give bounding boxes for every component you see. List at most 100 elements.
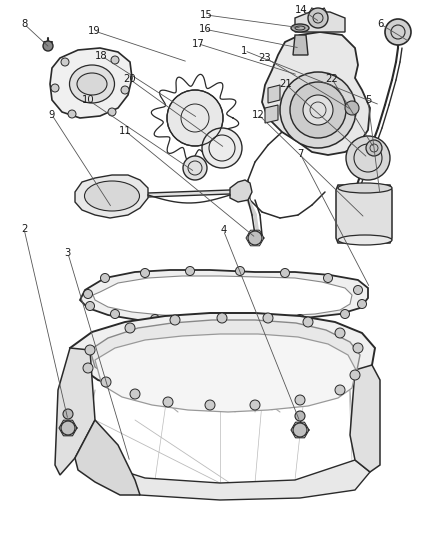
Circle shape	[130, 389, 140, 399]
Circle shape	[110, 310, 120, 319]
Circle shape	[151, 314, 159, 324]
Circle shape	[346, 136, 390, 180]
Polygon shape	[80, 270, 368, 322]
Circle shape	[195, 317, 205, 326]
Text: 5: 5	[365, 95, 371, 105]
Circle shape	[340, 310, 350, 319]
Polygon shape	[95, 334, 356, 412]
Circle shape	[141, 269, 149, 278]
Circle shape	[61, 421, 75, 435]
Circle shape	[63, 409, 73, 419]
Text: 17: 17	[191, 39, 205, 49]
Circle shape	[183, 156, 207, 180]
Ellipse shape	[338, 235, 392, 245]
Polygon shape	[75, 420, 140, 495]
Circle shape	[108, 108, 116, 116]
Polygon shape	[55, 348, 95, 475]
Circle shape	[357, 300, 367, 309]
Circle shape	[296, 314, 304, 324]
Text: 2: 2	[21, 224, 27, 234]
Circle shape	[85, 345, 95, 355]
Circle shape	[345, 101, 359, 115]
Circle shape	[303, 317, 313, 327]
Circle shape	[248, 231, 262, 245]
Text: 7: 7	[297, 149, 303, 158]
Ellipse shape	[70, 65, 114, 103]
Circle shape	[353, 286, 363, 295]
Circle shape	[84, 289, 92, 298]
Circle shape	[61, 58, 69, 66]
Circle shape	[308, 8, 328, 28]
Circle shape	[353, 343, 363, 353]
Polygon shape	[268, 85, 280, 103]
Circle shape	[295, 411, 305, 421]
Polygon shape	[70, 313, 375, 398]
Polygon shape	[90, 320, 360, 395]
Text: 23: 23	[259, 53, 271, 62]
Circle shape	[163, 397, 173, 407]
Circle shape	[101, 377, 111, 387]
Text: 10: 10	[82, 95, 95, 105]
Text: 9: 9	[49, 110, 55, 119]
Polygon shape	[75, 458, 370, 500]
Circle shape	[51, 84, 59, 92]
Circle shape	[295, 395, 305, 405]
Circle shape	[205, 400, 215, 410]
Circle shape	[303, 95, 333, 125]
Polygon shape	[262, 32, 370, 155]
Circle shape	[83, 363, 93, 373]
Circle shape	[385, 19, 411, 45]
Text: 11: 11	[118, 126, 131, 135]
Circle shape	[366, 140, 382, 156]
Circle shape	[246, 317, 254, 326]
Circle shape	[170, 315, 180, 325]
Ellipse shape	[77, 73, 107, 95]
Text: 22: 22	[325, 74, 339, 84]
Circle shape	[217, 313, 227, 323]
Circle shape	[202, 128, 242, 168]
Polygon shape	[336, 185, 392, 243]
Polygon shape	[295, 12, 345, 32]
Polygon shape	[230, 180, 252, 202]
Text: 19: 19	[88, 26, 101, 36]
Circle shape	[121, 86, 129, 94]
Circle shape	[111, 56, 119, 64]
Polygon shape	[93, 276, 352, 317]
Text: 1: 1	[241, 46, 247, 55]
Circle shape	[280, 72, 356, 148]
Circle shape	[335, 385, 345, 395]
Circle shape	[68, 110, 76, 118]
Circle shape	[350, 370, 360, 380]
Circle shape	[293, 423, 307, 437]
Text: 21: 21	[279, 79, 292, 89]
Circle shape	[335, 328, 345, 338]
Text: 20: 20	[123, 74, 135, 84]
Text: 6: 6	[377, 19, 383, 29]
Circle shape	[43, 41, 53, 51]
Text: 8: 8	[21, 19, 27, 29]
Ellipse shape	[291, 24, 309, 32]
Circle shape	[167, 90, 223, 146]
Circle shape	[100, 273, 110, 282]
Text: 12: 12	[252, 110, 265, 119]
Circle shape	[324, 273, 332, 282]
Text: 15: 15	[199, 10, 212, 20]
Text: 14: 14	[295, 5, 307, 14]
Text: 4: 4	[220, 225, 226, 235]
Polygon shape	[75, 175, 148, 218]
Text: 16: 16	[198, 25, 212, 34]
Ellipse shape	[338, 183, 392, 193]
Circle shape	[290, 82, 346, 138]
Circle shape	[250, 400, 260, 410]
Polygon shape	[265, 105, 278, 123]
Polygon shape	[350, 365, 380, 472]
Circle shape	[85, 302, 95, 311]
Ellipse shape	[85, 181, 139, 211]
Text: 3: 3	[65, 248, 71, 258]
Circle shape	[125, 323, 135, 333]
Circle shape	[280, 269, 290, 278]
Text: 18: 18	[95, 51, 108, 61]
Circle shape	[186, 266, 194, 276]
Polygon shape	[50, 48, 132, 118]
Polygon shape	[293, 35, 308, 55]
